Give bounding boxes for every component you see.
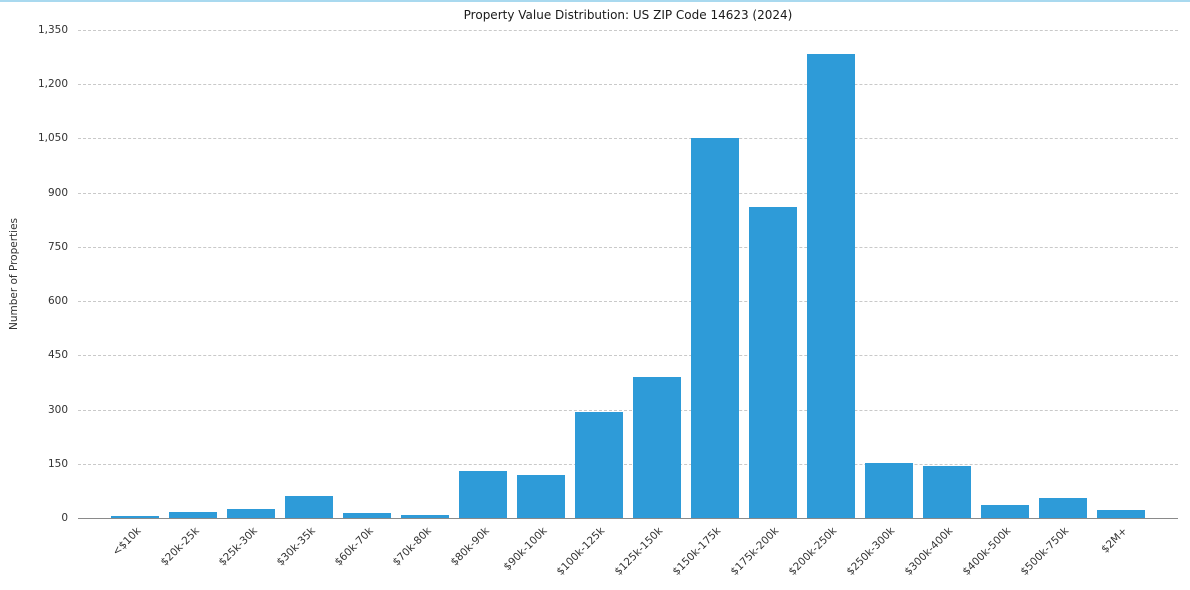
- x-tick-label: $100k-125k: [554, 525, 608, 578]
- x-tick-label: $250k-300k: [844, 525, 898, 578]
- bar: [517, 474, 565, 518]
- x-tick-label: $30k-35k: [274, 525, 318, 569]
- gridline: [78, 301, 1178, 303]
- y-tick-label: 150: [47, 457, 68, 470]
- bar: [459, 471, 507, 518]
- y-tick-label: 750: [47, 240, 68, 253]
- bar: [285, 496, 333, 518]
- plot-area: 0 150 300 450 600 750 900 1,050 1,200 1,350 <$10k $…: [38, 24, 1178, 578]
- bar: [807, 53, 855, 518]
- y-tick-label: 1,200: [37, 78, 68, 91]
- x-tick-label: $500k-750k: [1018, 525, 1072, 578]
- y-tick-label: 1,350: [37, 24, 68, 36]
- y-tick-label: 450: [47, 349, 68, 362]
- x-tick-label: $125k-150k: [612, 525, 666, 578]
- figure-top-border: [0, 0, 1190, 2]
- x-tick-label: $150k-175k: [670, 525, 724, 578]
- gridline: [78, 84, 1178, 86]
- bar: [401, 515, 449, 518]
- x-tick-label: $20k-25k: [158, 525, 202, 569]
- x-tick-label: $200k-250k: [786, 525, 840, 578]
- x-tick-label: $300k-400k: [902, 525, 956, 578]
- bar: [981, 505, 1029, 518]
- bar: [1097, 510, 1145, 518]
- bar: [865, 463, 913, 518]
- bar: [343, 512, 391, 518]
- bar: [111, 516, 159, 518]
- y-tick-label: 300: [47, 403, 68, 416]
- gridline: [78, 355, 1178, 357]
- x-tick-label: $60k-70k: [332, 525, 376, 569]
- bar: [691, 138, 739, 518]
- x-tick-label: $400k-500k: [960, 525, 1014, 578]
- x-tick-label: $2M+: [1098, 525, 1130, 556]
- bar: [633, 377, 681, 518]
- bar: [227, 508, 275, 518]
- bar: [923, 465, 971, 518]
- bar: [169, 511, 217, 518]
- gridline: [78, 463, 1178, 465]
- x-tick-label: $25k-30k: [216, 525, 260, 569]
- y-tick-label: 900: [47, 186, 68, 199]
- gridline: [78, 246, 1178, 248]
- x-tick-label: $80k-90k: [448, 525, 492, 569]
- y-tick-label: 600: [47, 295, 68, 308]
- bar: [749, 207, 797, 518]
- gridline: [78, 409, 1178, 411]
- gridline: [78, 192, 1178, 194]
- bar: [575, 412, 623, 518]
- chart-title: Property Value Distribution: US ZIP Code…: [463, 8, 793, 22]
- x-tick-label: $90k-100k: [501, 525, 550, 574]
- x-tick-label: $70k-80k: [390, 525, 434, 569]
- y-tick-label: 0: [61, 512, 68, 524]
- gridline: [78, 30, 1178, 31]
- bar: [1039, 498, 1087, 518]
- y-tick-label: 1,050: [37, 132, 68, 145]
- y-axis-label: Number of Properties: [8, 217, 20, 331]
- x-tick-label: $175k-200k: [728, 525, 782, 578]
- gridline: [78, 138, 1178, 140]
- x-tick-label: <$10k: [110, 525, 144, 559]
